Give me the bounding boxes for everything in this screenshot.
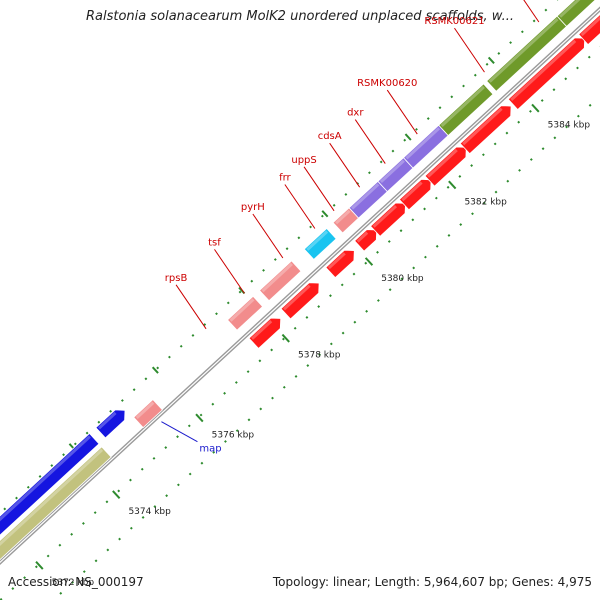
major-tick — [364, 257, 374, 266]
gene-label-rsmk00620: RSMK00620 — [357, 78, 417, 89]
feature-blue-strand[interactable] — [0, 432, 100, 565]
major-tick — [487, 56, 495, 64]
bar-sheen — [580, 15, 600, 37]
leader-line — [386, 89, 418, 135]
tick-label: 5374 kbp — [128, 507, 171, 517]
gene-tsf[interactable] — [258, 260, 302, 302]
bar-sheen — [427, 148, 458, 178]
leader-line — [303, 166, 335, 212]
bar-sheen — [559, 0, 581, 18]
tick-label: 5372 kbp — [52, 578, 95, 588]
gene-pyrh[interactable] — [303, 227, 337, 260]
cds-cdsa[interactable] — [398, 178, 432, 211]
backbone-highlight — [0, 0, 600, 579]
bar-sheen — [440, 85, 485, 127]
bar-sheen — [510, 39, 577, 101]
tick-label: 5382 kbp — [464, 197, 507, 207]
bar-sheen — [251, 320, 273, 340]
gene-label-pyrh: pyrH — [241, 202, 265, 213]
major-tick — [448, 180, 457, 190]
major-tick — [112, 490, 121, 499]
gene-label-map: map — [199, 444, 221, 455]
bar-sheen — [327, 252, 346, 270]
tick-label: 5378 kbp — [298, 351, 341, 361]
backbone-strand — [0, 6, 600, 566]
gene-rsmk00620[interactable] — [438, 83, 494, 137]
tick-label: 5376 kbp — [212, 430, 255, 440]
leader-line — [329, 142, 361, 188]
gene-label-rpsb: rpsB — [165, 273, 188, 284]
feature-khaki-strand[interactable] — [0, 446, 112, 578]
bar-sheen — [0, 435, 91, 522]
tick-label: 5384 kbp — [548, 121, 591, 131]
gene-label-cdsa: cdsA — [318, 131, 342, 142]
major-tick — [404, 133, 412, 141]
bar-sheen — [356, 231, 369, 243]
leader-line — [161, 421, 198, 443]
bar-sheen — [335, 209, 351, 225]
major-tick — [531, 103, 540, 113]
tick-label: 5380 kbp — [381, 274, 424, 284]
tick-row-outer — [52, 94, 600, 600]
map-title: Ralstonia solanacearum MolK2 unordered u… — [85, 9, 514, 24]
tick-row-upper — [0, 0, 559, 515]
leader-line — [354, 119, 386, 164]
bar-sheen — [405, 127, 441, 160]
leader-line — [252, 213, 284, 259]
cds-rsmk00621[interactable] — [507, 37, 586, 111]
bar-sheen — [229, 298, 255, 322]
gene-label-upps: uppS — [291, 155, 316, 166]
gene-rpsb[interactable] — [226, 295, 264, 331]
major-tick — [281, 333, 290, 343]
bar-sheen — [283, 284, 311, 311]
bar-sheen — [97, 411, 117, 430]
major-tick — [35, 561, 44, 570]
label-layer: 5372 kbp 5374 kbp 5376 kbp 5378 kbp 5380 kbp… — [52, 0, 591, 588]
cds-frr[interactable] — [354, 229, 378, 252]
cds-rsmk00620[interactable] — [459, 105, 512, 155]
cds-dxr[interactable] — [424, 146, 467, 187]
bar-sheen — [379, 159, 405, 183]
major-tick — [321, 210, 329, 218]
cds-rsmk00622[interactable] — [578, 11, 600, 46]
gene-label-rsmk00621: RSMK00621 — [424, 16, 484, 27]
major-tick — [151, 366, 159, 374]
cds-pyrh[interactable] — [325, 249, 355, 279]
bar-sheen — [401, 181, 423, 202]
cds-rpsb[interactable] — [248, 317, 282, 349]
major-tick — [195, 413, 204, 423]
tick-row-lower — [0, 45, 600, 600]
bar-sheen — [306, 230, 329, 251]
cds-tsf[interactable] — [280, 282, 320, 320]
cds-upps[interactable] — [370, 202, 406, 237]
bar-sheen — [0, 448, 104, 546]
backbone-layer — [0, 0, 600, 579]
gene-rsmk00622[interactable] — [556, 0, 596, 27]
leader-line — [454, 27, 485, 73]
leader-line — [175, 284, 207, 330]
topology-text: Topology: linear; Length: 5,964,607 bp; … — [272, 575, 592, 589]
leader-line — [523, 0, 540, 23]
bar-sheen — [351, 183, 380, 210]
bar-sheen — [261, 262, 293, 293]
bar-sheen — [488, 18, 559, 83]
accession-text: Accession: NS_000197 — [8, 575, 144, 589]
bar-sheen — [372, 205, 397, 228]
gene-label-frr: frr — [279, 172, 291, 183]
bar-sheen — [135, 401, 155, 419]
gene-map[interactable] — [133, 399, 163, 429]
leader-line — [214, 249, 245, 294]
gene-label-tsf: tsf — [208, 237, 221, 248]
feature-blue-arrow[interactable] — [95, 409, 126, 439]
bar-sheen — [462, 107, 503, 146]
feature-layer — [0, 0, 600, 578]
gene-label-dxr: dxr — [347, 108, 364, 119]
leader-line — [284, 184, 316, 229]
